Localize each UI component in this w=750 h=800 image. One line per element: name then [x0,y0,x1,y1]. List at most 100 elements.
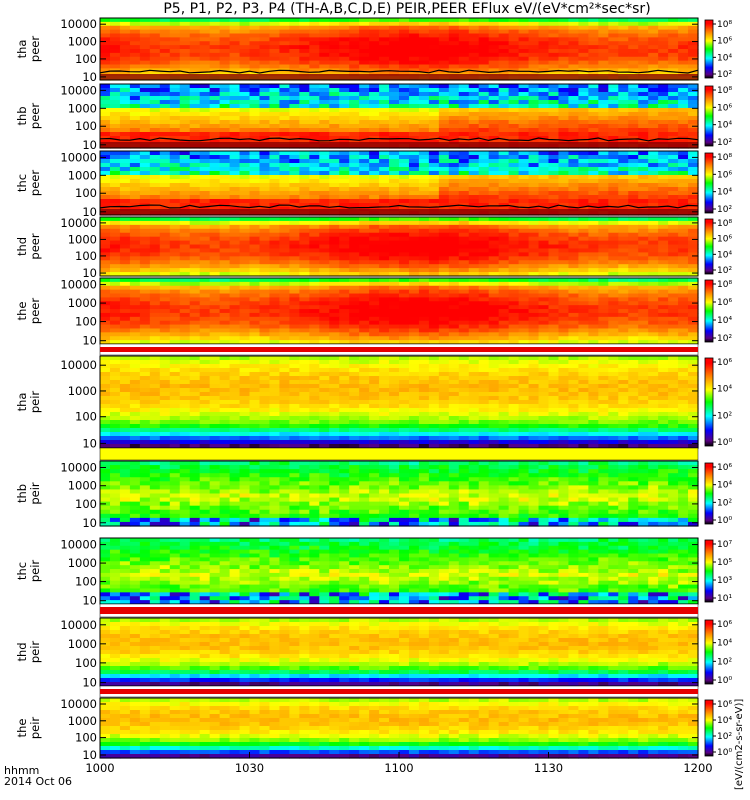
panel-frame [99,216,699,277]
y-tick-label: 10 [82,334,97,348]
y-tick-label: 1000 [68,35,97,49]
panel-frame [99,17,699,81]
y-tick-label: 10 [82,516,97,530]
colorbar [704,539,714,603]
panel-label: thbpeir [15,482,42,505]
panel-label: thbpeer [15,103,42,129]
spectrogram-panel-tha-peer: 10 100 1000 10000 thapeer 10⁸ 10⁶ 10⁴ 10² [15,17,732,84]
y-tick-label: 100 [75,575,97,589]
y-tick-label: 100 [75,497,97,511]
colorbar-tick-label: 10⁴ [717,385,732,395]
y-tick-label: 1000 [68,168,97,182]
colorbar-tick-label: 10⁰ [717,676,732,686]
y-tick-label: 10000 [60,150,97,164]
panel-label: thdpeer [15,233,42,259]
colorbar-tick-label: 10² [717,334,732,344]
colorbar-tick-label: 10⁶ [717,298,732,308]
colorbar-tick-label: 10⁸ [717,86,732,96]
y-tick-label: 10000 [60,83,97,97]
y-tick-label: 1000 [68,479,97,493]
y-tick-label: 100 [75,249,97,263]
spectrogram-panel-tha-peir: 10 100 1000 10000 thapeir 10⁶ 10⁴ 10² 10⁰ [15,355,732,450]
colorbar-tick-label: 10² [717,657,732,667]
colorbar-tick-label: 10⁰ [717,516,732,526]
x-tick-label: 1130 [534,761,563,775]
spectrogram-panel-thd-peer: 10 100 1000 10000 thdpeer 10⁸ 10⁶ 10⁴ 10² [15,216,732,280]
colorbar-tick-label: 10¹ [717,594,732,604]
y-tick-label: 10 [82,266,97,280]
y-tick-label: 10000 [60,278,97,292]
panel-label: thepeer [15,298,42,324]
colorbar-tick-label: 10² [717,411,732,421]
y-tick-label: 100 [75,52,97,66]
date-label: 2014 Oct 06 [4,775,73,788]
colorbar [704,85,714,147]
colorbar-tick-label: 10² [717,266,732,276]
y-tick-label: 10 [82,676,97,690]
colorbar-tick-label: 10⁶ [717,37,732,47]
separator-stripe [99,447,699,461]
colorbar-tick-label: 10⁸ [717,153,732,163]
panel-label: thapeir [15,391,42,414]
x-axis: 1000 1030 1100 1130 1200 [85,752,713,775]
x-tick-label: 1030 [235,761,264,775]
colorbar-tick-label: 10⁴ [717,121,732,131]
y-tick-label: 10 [82,748,97,762]
colorbar-tick-label: 10⁶ [717,620,732,630]
colorbar-tick-label: 10⁸ [717,280,732,290]
colorbar [704,619,714,685]
colorbar-tick-label: 10² [717,732,732,742]
colorbar-tick-label: 10⁷ [717,540,732,550]
spectrogram-panel-thb-peer: 10 100 1000 10000 thbpeer 10⁸ 10⁶ 10⁴ 10² [15,83,732,151]
panel-label: thapeer [15,36,42,62]
colorbar-tick-label: 10⁴ [717,481,732,491]
spectrogram-panel-the-peir: 10 100 1000 10000 thepeir 10⁶ 10⁴ 10² 10⁰ [15,697,732,762]
panel-label: thcpeir [15,560,42,583]
colorbar [704,699,714,757]
colorbar-tick-label: 10⁰ [717,748,732,758]
colorbar [704,462,714,525]
colorbar [704,19,714,79]
y-tick-label: 1000 [68,556,97,570]
spectrogram-panel-thb-peir: 10 100 1000 10000 thbpeir 10⁶ 10⁴ 10² 10⁰ [15,460,732,530]
spectrogram-panel-thc-peir: 10 100 1000 10000 thcpeir 10⁷ 10⁵ 10³ 10¹ [15,537,732,608]
y-tick-label: 100 [75,186,97,200]
panel-label: thcpeer [15,170,42,196]
x-tick-label: 1000 [85,761,114,775]
colorbar [704,279,714,343]
y-tick-label: 1000 [68,384,97,398]
panel-frame [99,150,699,216]
y-tick-label: 10000 [60,618,97,632]
colorbar-tick-label: 10² [717,138,732,148]
colorbar-tick-label: 10⁸ [717,20,732,30]
colorbar [704,218,714,275]
y-tick-label: 1000 [68,296,97,310]
panel-group: 10 100 1000 10000 thapeer 10⁸ 10⁶ 10⁴ 10² 10 100 10… [15,17,732,762]
y-tick-label: 1000 [68,101,97,115]
y-tick-label: 10 [82,138,97,152]
colorbar-tick-label: 10⁴ [717,250,732,260]
colorbar-units-label: [eV/(cm2-s-sr-eV)] [734,699,745,790]
y-tick-label: 10 [82,594,97,608]
y-tick-label: 10 [82,70,97,84]
panel-frame [99,460,699,527]
colorbar-tick-label: 10² [717,70,732,80]
colorbar-tick-label: 10⁴ [717,53,732,63]
colorbar-tick-label: 10⁶ [717,170,732,180]
colorbar-tick-label: 10⁰ [717,438,732,448]
spectrogram-panel-thc-peer: 10 100 1000 10000 thcpeer 10⁸ 10⁶ 10⁴ 10² [15,150,732,218]
colorbar-tick-label: 10⁶ [717,358,732,368]
y-tick-label: 1000 [68,637,97,651]
colorbar-tick-label: 10⁴ [717,316,732,326]
y-tick-label: 100 [75,119,97,133]
colorbar-tick-label: 10⁴ [717,639,732,649]
colorbar-tick-label: 10² [717,498,732,508]
y-tick-label: 1000 [68,232,97,246]
panel-label: thdpeir [15,641,42,664]
y-tick-label: 10 [82,436,97,450]
y-tick-label: 10000 [60,216,97,230]
colorbar-tick-label: 10² [717,205,732,215]
colorbar-tick-label: 10⁶ [717,463,732,473]
x-tick-label: 1200 [683,761,712,775]
